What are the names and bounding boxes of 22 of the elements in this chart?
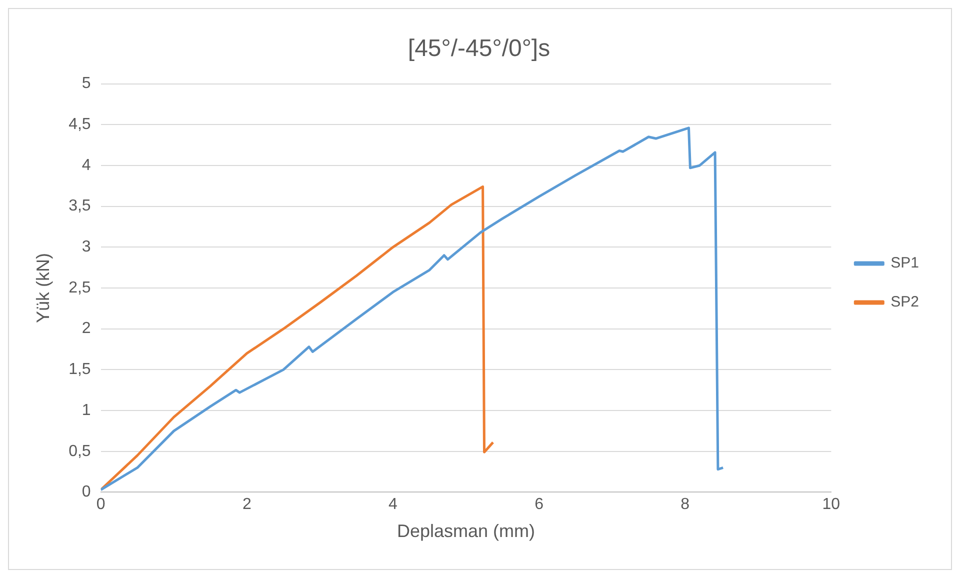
y-tick-label: 1	[82, 402, 91, 419]
y-tick-label: 5	[82, 75, 91, 92]
y-tick-label: 0,5	[68, 442, 91, 460]
y-tick-label: 2,5	[68, 279, 91, 296]
y-axis-title: Yük (kN)	[32, 252, 53, 324]
x-tick-label: 6	[534, 496, 544, 514]
y-tick-label: 4,5	[68, 116, 91, 134]
x-axis-title: Deplasman (mm)	[396, 521, 536, 542]
legend-label: SP1	[890, 254, 920, 272]
legend-label: SP2	[890, 294, 920, 311]
chart-title: [45°/-45°/0°]s	[408, 35, 550, 62]
x-tick-label: 8	[680, 496, 690, 514]
x-tick-label: 10	[822, 496, 840, 514]
y-tick-label: 0	[82, 484, 91, 501]
y-tick-label: 1,5	[68, 361, 91, 378]
y-tick-label: 2	[82, 320, 91, 338]
y-tick-label: 3	[82, 238, 91, 256]
y-tick-label: 3,5	[68, 198, 91, 215]
x-tick-label: 4	[388, 496, 398, 514]
x-tick-label: 2	[242, 496, 252, 514]
y-tick-label: 4	[82, 156, 91, 174]
x-tick-label: 0	[96, 496, 106, 514]
